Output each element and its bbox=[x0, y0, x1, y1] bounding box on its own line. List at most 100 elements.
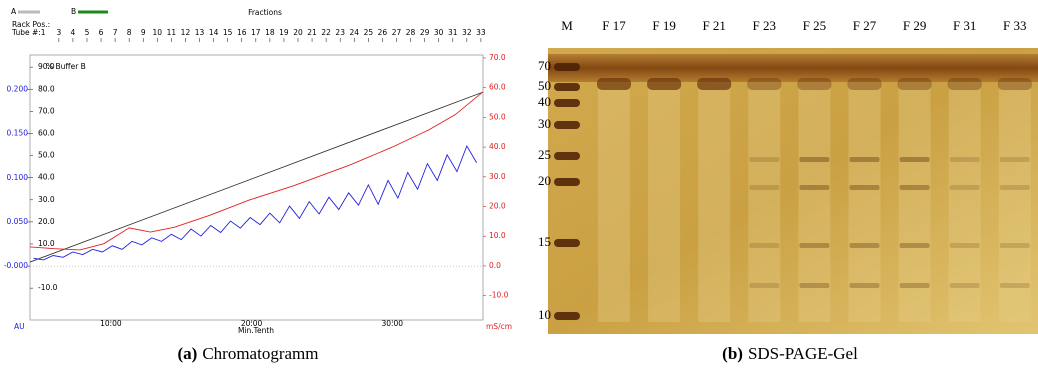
lane-streak bbox=[948, 82, 981, 322]
lane-band bbox=[799, 243, 830, 248]
lane-band bbox=[999, 283, 1030, 288]
y2-tick-label: 20.0 bbox=[489, 202, 506, 211]
lane-band bbox=[749, 283, 780, 288]
lane-band bbox=[849, 185, 880, 190]
marker-label: 20 bbox=[538, 173, 551, 188]
y3-tick-label: 60.0 bbox=[38, 128, 55, 137]
fraction-label: 3 bbox=[56, 28, 61, 37]
y2-axis-label: mS/cm bbox=[486, 322, 512, 331]
lane-band bbox=[999, 243, 1030, 248]
fraction-label: 32 bbox=[462, 28, 472, 37]
x-tick-label: 10.00 bbox=[100, 319, 122, 328]
fraction-label: 18 bbox=[265, 28, 275, 37]
marker-band bbox=[554, 83, 580, 91]
marker-band bbox=[554, 121, 580, 129]
fraction-label: 28 bbox=[406, 28, 416, 37]
lane-band bbox=[899, 157, 930, 162]
y-tick-label: 0.100 bbox=[7, 173, 29, 182]
lane-streak bbox=[698, 82, 731, 322]
marker-label: 40 bbox=[538, 94, 551, 109]
fraction-label: 6 bbox=[99, 28, 104, 37]
lane-band bbox=[949, 185, 980, 190]
lane-band bbox=[899, 243, 930, 248]
fraction-label: 19 bbox=[279, 28, 289, 37]
y2-tick-label: 0.0 bbox=[489, 261, 501, 270]
lane-band bbox=[997, 78, 1032, 90]
chromatogram: A B Fractions Rack Pos.: Tube #:1 % Buff… bbox=[4, 7, 512, 335]
gel-top bbox=[548, 38, 1038, 48]
lane-band bbox=[747, 78, 782, 90]
x-tick-label: 20.00 bbox=[241, 319, 263, 328]
lane-label: F 19 bbox=[652, 18, 675, 33]
rack-a: A bbox=[11, 7, 17, 16]
fraction-label: 20 bbox=[293, 28, 303, 37]
lane-band bbox=[847, 78, 882, 90]
lane-band bbox=[949, 157, 980, 162]
fraction-label: 21 bbox=[307, 28, 317, 37]
y2-tick-label: 60.0 bbox=[489, 83, 506, 92]
fraction-label: 12 bbox=[181, 28, 191, 37]
lane-label: M bbox=[561, 18, 573, 33]
fraction-label: 17 bbox=[251, 28, 261, 37]
marker-label: 15 bbox=[538, 234, 551, 249]
y2-tick-label: 10.0 bbox=[489, 231, 506, 240]
lane-band bbox=[849, 283, 880, 288]
gel: M F 17 F 19 F 21 F 23 F 25 F 27 F 29 F 31 F 33 70 5… bbox=[538, 18, 1038, 334]
y-tick-label: 0.050 bbox=[7, 217, 29, 226]
lane-label: F 31 bbox=[953, 18, 976, 33]
lane-label: F 29 bbox=[903, 18, 926, 33]
fraction-label: 33 bbox=[476, 28, 486, 37]
y-tick-label: 0.150 bbox=[7, 129, 29, 138]
y2-tick-label: -10.0 bbox=[489, 291, 509, 300]
plot-frame bbox=[29, 54, 484, 321]
lane-band bbox=[849, 243, 880, 248]
lane-band bbox=[797, 78, 832, 90]
lane-label: F 27 bbox=[853, 18, 877, 33]
marker-band bbox=[554, 99, 580, 107]
lane-streak bbox=[848, 82, 881, 322]
x-tick-label: 30.00 bbox=[382, 319, 404, 328]
y-tick-label: -0.000 bbox=[4, 261, 28, 270]
caption-label: (b) bbox=[722, 344, 743, 363]
lane-streak bbox=[998, 82, 1031, 322]
fraction-label: 16 bbox=[237, 28, 247, 37]
lane-band bbox=[899, 283, 930, 288]
lane-band bbox=[647, 78, 682, 90]
fraction-label: 13 bbox=[195, 28, 205, 37]
lane-streak bbox=[598, 82, 630, 322]
lane-band bbox=[597, 78, 631, 90]
fraction-label: 25 bbox=[364, 28, 374, 37]
fraction-label: 8 bbox=[127, 28, 132, 37]
fraction-label: 11 bbox=[167, 28, 177, 37]
marker-label: 50 bbox=[538, 78, 551, 93]
fraction-label: 23 bbox=[335, 28, 345, 37]
lane-band bbox=[697, 78, 732, 90]
lane-streak bbox=[748, 82, 781, 322]
y3-tick-label: 80.0 bbox=[38, 84, 55, 93]
tube-label: Tube #:1 bbox=[11, 28, 46, 37]
marker-label: 30 bbox=[538, 116, 551, 131]
lane-label: F 33 bbox=[1003, 18, 1026, 33]
lane-band bbox=[897, 78, 932, 90]
fractions-label: Fractions bbox=[248, 8, 282, 17]
lane-label: F 23 bbox=[753, 18, 776, 33]
caption: (a) Chromatogramm bbox=[178, 344, 319, 363]
y2-tick-label: 50.0 bbox=[489, 112, 506, 121]
y3-tick-label: 90.0 bbox=[38, 62, 55, 71]
marker-band bbox=[554, 152, 580, 160]
series-line bbox=[33, 144, 478, 261]
fraction-label: 5 bbox=[85, 28, 90, 37]
lane-streak bbox=[798, 82, 831, 322]
lane-band bbox=[947, 78, 982, 90]
lane-band bbox=[899, 185, 930, 190]
lane-band bbox=[799, 283, 830, 288]
caption-label: (a) bbox=[178, 344, 198, 363]
marker-label: 70 bbox=[538, 58, 551, 73]
buffer-label: % Buffer B bbox=[46, 62, 86, 71]
lane-band bbox=[799, 185, 830, 190]
x-axis-label: Min.Tenth bbox=[238, 326, 274, 335]
lane-band bbox=[799, 157, 830, 162]
lane-band bbox=[949, 283, 980, 288]
lane-label: F 25 bbox=[803, 18, 826, 33]
